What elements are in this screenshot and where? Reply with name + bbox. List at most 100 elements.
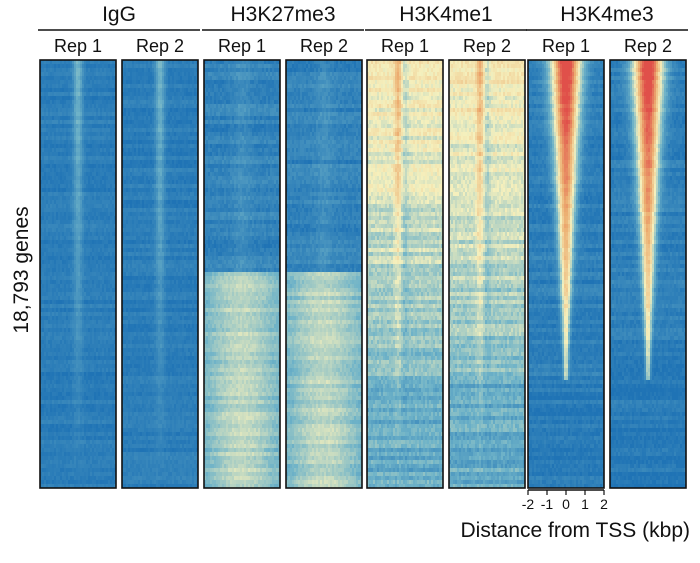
heatmap-cell (54, 76, 57, 81)
heatmap-cell (108, 156, 111, 161)
heatmap-cell (112, 204, 115, 209)
heatmap-cell (180, 84, 183, 89)
heatmap-cell (58, 252, 61, 257)
heatmap-cell (134, 92, 137, 97)
heatmap-cell (58, 228, 61, 233)
heatmap-cell (112, 116, 115, 121)
heatmap-cell (142, 96, 145, 101)
heatmap-cell (104, 184, 107, 189)
heatmap-cell (90, 80, 93, 85)
heatmap-cell (106, 372, 109, 377)
heatmap-cell (128, 100, 131, 105)
heatmap-cell (102, 240, 105, 245)
heatmap-cell (72, 96, 75, 101)
heatmap-cell (184, 88, 187, 93)
heatmap-cell (88, 244, 91, 249)
heatmap-cell (46, 384, 49, 389)
heatmap-cell (104, 476, 107, 481)
heatmap-cell (190, 116, 193, 121)
heatmap-cell (66, 200, 69, 205)
heatmap-cell (64, 236, 67, 241)
heatmap-cell (126, 104, 129, 109)
heatmap-cell (124, 120, 127, 125)
heatmap-cell (42, 196, 45, 201)
heatmap-cell (50, 264, 53, 269)
heatmap-cell (78, 268, 81, 273)
heatmap-cell (102, 220, 105, 225)
heatmap-cell (78, 120, 81, 125)
heatmap-cell (108, 108, 111, 113)
heatmap-cell (108, 464, 111, 469)
heatmap-cell (72, 312, 75, 317)
heatmap-cell (88, 404, 91, 409)
heatmap-cell (158, 72, 161, 77)
heatmap-cell (92, 72, 95, 77)
heatmap-cell (84, 200, 87, 205)
heatmap-cell (78, 72, 81, 77)
heatmap-cell (98, 268, 101, 273)
heatmap-cell (168, 128, 171, 133)
heatmap-cell (96, 272, 99, 277)
heatmap-cell (98, 292, 101, 297)
heatmap-cell (90, 372, 93, 377)
heatmap-cell (60, 444, 63, 449)
heatmap-cell (52, 116, 55, 121)
heatmap-cell (106, 304, 109, 309)
heatmap-cell (72, 456, 75, 461)
heatmap-cell (102, 388, 105, 393)
heatmap-cell (58, 304, 61, 309)
heatmap-cell (96, 332, 99, 337)
heatmap-cell (102, 208, 105, 213)
heatmap-cell (84, 72, 87, 77)
heatmap-cell (86, 176, 89, 181)
heatmap-cell (44, 112, 47, 117)
heatmap-cell (142, 72, 145, 77)
heatmap-cell (92, 424, 95, 429)
heatmap-cell (108, 340, 111, 345)
heatmap-cell (46, 96, 49, 101)
heatmap-cell (72, 136, 75, 141)
heatmap-cell (86, 412, 89, 417)
heatmap-panel-igg-rep1 (40, 60, 116, 488)
heatmap-cell (76, 360, 79, 365)
heatmap-cell (92, 484, 95, 488)
heatmap-cell (98, 404, 101, 409)
heatmap-cell (66, 140, 69, 145)
heatmap-cell (44, 216, 47, 221)
heatmap-cell (52, 240, 55, 245)
heatmap-cell (182, 152, 185, 157)
heatmap-cell (176, 116, 179, 121)
heatmap-cell (88, 256, 91, 261)
heatmap-cell (78, 160, 81, 165)
heatmap-cell (108, 96, 111, 101)
heatmap-cell (98, 188, 101, 193)
heatmap-cell (74, 388, 77, 393)
heatmap-cell (40, 456, 43, 461)
heatmap-cell (40, 356, 43, 361)
heatmap-cell (166, 108, 169, 113)
heatmap-cell (86, 240, 89, 245)
heatmap-cell (86, 452, 89, 457)
heatmap-cell (52, 140, 55, 145)
heatmap-cell (142, 116, 145, 121)
heatmap-cell (188, 92, 191, 97)
heatmap-cell (68, 60, 71, 65)
heatmap-cell (94, 388, 97, 393)
heatmap-cell (80, 104, 83, 109)
heatmap-cell (140, 72, 143, 77)
heatmap-cell (40, 96, 43, 101)
heatmap-cell (72, 84, 75, 89)
heatmap-cell (112, 100, 115, 105)
heatmap-cell (90, 308, 93, 313)
heatmap-cell (64, 60, 67, 65)
heatmap-cell (80, 436, 83, 441)
heatmap-cell (172, 64, 175, 69)
group-label-igg: IgG (102, 3, 136, 26)
heatmap-cell (60, 292, 63, 297)
heatmap-cell (42, 140, 45, 145)
heatmap-cell (66, 468, 69, 473)
heatmap-cell (44, 364, 47, 369)
heatmap-cell (68, 368, 71, 373)
heatmap-cell (88, 432, 91, 437)
heatmap-cell (134, 152, 137, 157)
